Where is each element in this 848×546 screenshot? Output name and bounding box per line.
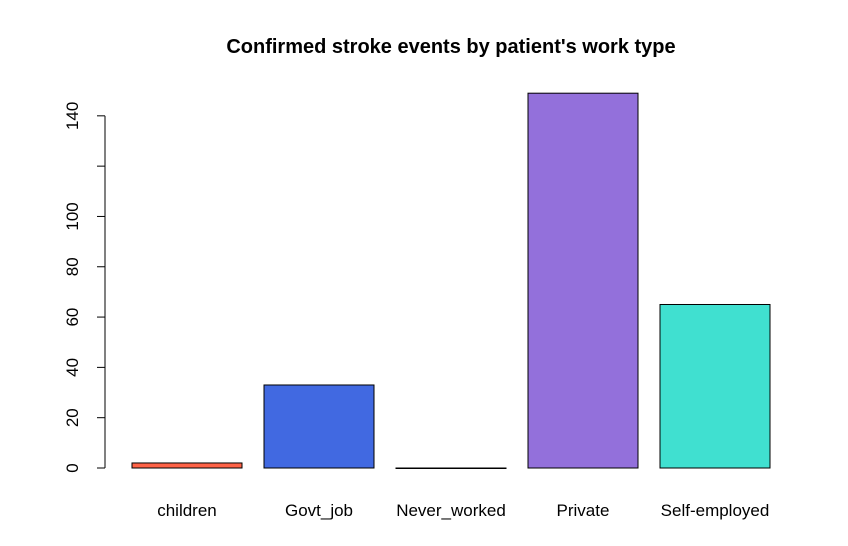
x-category-label: Self-employed [661, 501, 770, 520]
x-axis-labels: children Govt_job Never_worked Private Self-… [157, 501, 769, 520]
bar-private [527, 92, 639, 469]
y-tick-label: 140 [63, 102, 82, 130]
y-tick-label: 60 [63, 308, 82, 327]
y-tick-label: 80 [63, 257, 82, 276]
x-category-label: Never_worked [396, 501, 506, 520]
x-category-label: children [157, 501, 217, 520]
y-tick-label: 20 [63, 408, 82, 427]
y-axis: 0 20 40 60 80 100 140 [63, 102, 106, 473]
bar-children [131, 462, 243, 469]
x-category-label: Govt_job [285, 501, 353, 520]
chart-title: Confirmed stroke events by patient's wor… [226, 36, 675, 58]
y-tick-label: 100 [63, 202, 82, 230]
bar-never-worked [395, 467, 507, 469]
x-category-label: Private [557, 501, 610, 520]
bar-self-employed [659, 303, 771, 469]
bar-govt-job [263, 384, 375, 469]
y-tick-label: 40 [63, 358, 82, 377]
y-tick-label: 0 [63, 463, 82, 472]
bars [131, 92, 771, 469]
